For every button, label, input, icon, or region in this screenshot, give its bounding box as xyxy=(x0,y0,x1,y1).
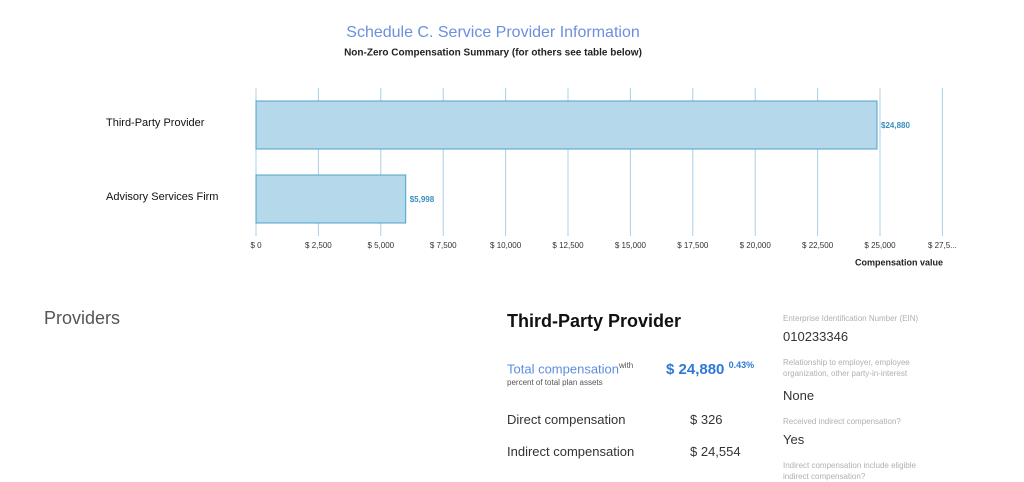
detail-value: Yes xyxy=(783,432,805,447)
providers-heading: Providers xyxy=(44,308,121,328)
x-tick-label: $ 12,500 xyxy=(552,241,584,250)
x-tick-label: $ 27,5... xyxy=(928,241,957,250)
row-value: $ 326 xyxy=(690,412,723,427)
bar xyxy=(255,100,878,150)
detail-label: Indirect compensation include eligible i… xyxy=(783,461,916,481)
category-label: Advisory Services Firm xyxy=(106,191,218,203)
x-tick-label: $ 0 xyxy=(250,241,262,250)
x-axis-label: Compensation value xyxy=(855,257,943,267)
chart-title: Schedule C. Service Provider Information xyxy=(346,24,639,41)
detail-label: Enterprise Identification Number (EIN) xyxy=(783,314,919,323)
chart: Schedule C. Service Provider Information… xyxy=(106,24,957,267)
total-note: percent of total plan assets xyxy=(507,378,603,387)
value-label: $5,998 xyxy=(410,195,435,204)
category-label: Third-Party Provider xyxy=(106,117,205,129)
provider-name: Third-Party Provider xyxy=(507,311,682,331)
x-tick-label: $ 25,000 xyxy=(864,241,896,250)
row-label: Indirect compensation xyxy=(507,444,635,459)
total-amount: $ 24,880 xyxy=(666,361,725,378)
total-percent: 0.43% xyxy=(728,360,755,370)
chart-subtitle: Non-Zero Compensation Summary (for other… xyxy=(344,48,642,59)
x-tick-label: $ 5,000 xyxy=(367,241,394,250)
x-tick-label: $ 22,500 xyxy=(802,241,834,250)
detail-value: None xyxy=(783,388,815,403)
x-tick-label: $ 7,500 xyxy=(430,241,457,250)
x-tick-label: $ 2,500 xyxy=(305,241,332,250)
total-label-text: Total compensation xyxy=(507,361,620,377)
row-value: $ 24,554 xyxy=(690,444,741,459)
total-sup: with xyxy=(619,361,634,370)
row-label: Direct compensation xyxy=(507,412,626,427)
total-value: $ 24,880 0.43% xyxy=(666,360,754,378)
x-tick-label: $ 15,000 xyxy=(615,241,647,250)
x-tick-label: $ 10,000 xyxy=(490,241,522,250)
x-tick-label: $ 20,000 xyxy=(740,241,772,250)
x-tick-label: $ 17,500 xyxy=(677,241,709,250)
value-label: $24,880 xyxy=(881,121,910,130)
detail-label: Received indirect compensation? xyxy=(783,417,901,426)
detail-label: Relationship to employer, employee organ… xyxy=(783,358,910,378)
detail-value: 010233346 xyxy=(783,329,849,344)
bar xyxy=(255,174,407,224)
total-label: Total compensationwith xyxy=(507,361,633,376)
